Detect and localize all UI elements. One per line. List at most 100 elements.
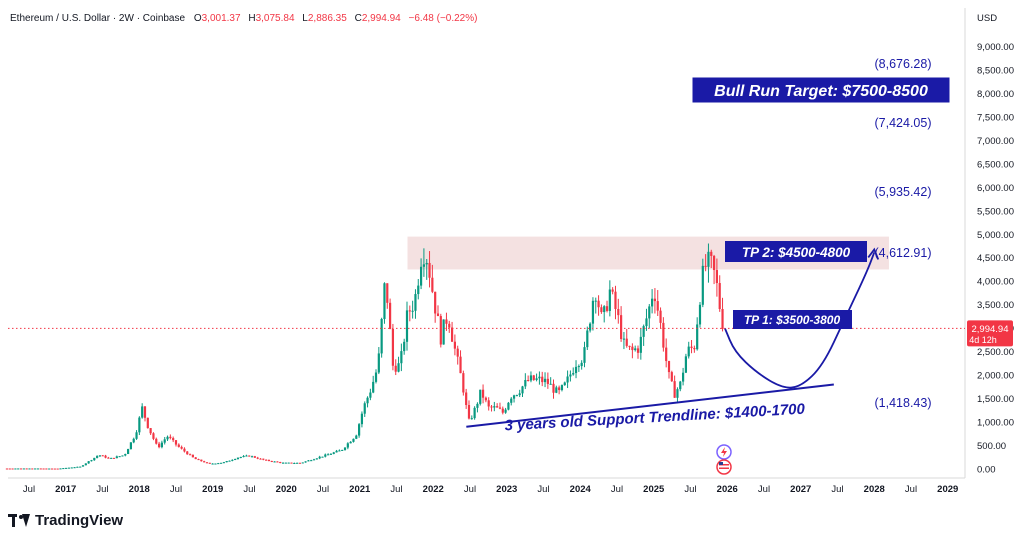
candle-body <box>262 458 265 460</box>
candle-body <box>121 455 124 457</box>
candle-body <box>645 318 648 327</box>
candle-body <box>126 449 130 455</box>
candle-body <box>628 345 631 347</box>
candle-body <box>442 319 445 345</box>
candle-body <box>90 460 93 462</box>
candle-body <box>529 375 533 381</box>
candle-body <box>698 304 702 325</box>
candle-body <box>634 348 637 351</box>
support-trendline <box>466 383 834 428</box>
candle-body <box>366 397 369 404</box>
candle-body <box>419 266 423 286</box>
tradingview-logo-icon <box>8 514 30 527</box>
candle-body <box>374 372 378 382</box>
price-tick-label: 9,000.00 <box>977 42 1014 53</box>
time-tick-label: Jul <box>96 484 108 495</box>
candle-body <box>267 459 271 461</box>
candle-body <box>569 374 572 377</box>
candle-body <box>124 454 127 456</box>
tp2-banner[interactable]: TP 2: $4500-4800 <box>725 241 867 262</box>
last-price-tag: 2,994.94 4d 12h <box>967 320 1013 347</box>
candle-body <box>693 347 696 350</box>
candle-body <box>687 346 690 357</box>
candle-body <box>603 306 606 313</box>
candle-body <box>205 462 209 464</box>
candle-body <box>521 386 524 394</box>
last-price-value: 2,994.94 <box>972 324 1009 335</box>
candle-body <box>228 460 231 462</box>
candle-body <box>84 463 87 466</box>
candle-body <box>566 376 569 383</box>
candle-body <box>5 468 9 470</box>
candle-body <box>574 366 578 374</box>
candle-body <box>631 346 634 351</box>
event-icons[interactable] <box>716 444 732 475</box>
candle-body <box>321 456 324 458</box>
candle-body <box>665 347 668 362</box>
candle-body <box>605 306 609 311</box>
candle-body <box>560 385 564 391</box>
candle-body <box>386 283 389 303</box>
time-tick-label: 2022 <box>423 484 444 495</box>
bull-target-banner[interactable]: Bull Run Target: $7500-8500 <box>691 76 951 104</box>
candle-body <box>281 462 285 464</box>
candle-body <box>112 457 116 459</box>
time-tick-label: 2019 <box>202 484 223 495</box>
candle-body <box>76 466 79 468</box>
tp1-banner[interactable]: TP 1: $3500-3800 <box>733 310 852 329</box>
candle-body <box>17 468 20 470</box>
candle-body <box>200 459 203 462</box>
candle-body <box>324 454 327 457</box>
candle-body <box>411 310 414 312</box>
time-tick-label: Jul <box>684 484 696 495</box>
candle-body <box>155 438 158 444</box>
candle-body <box>208 462 211 464</box>
time-tick-label: Jul <box>537 484 549 495</box>
candle-body <box>67 467 71 469</box>
candle-body <box>620 315 623 340</box>
candle-body <box>507 402 510 410</box>
candle-body <box>245 455 248 457</box>
candle-body <box>465 392 468 405</box>
candle-body <box>608 289 611 311</box>
candle-body <box>552 383 555 393</box>
candle-body <box>318 456 321 459</box>
candle-body <box>481 389 485 398</box>
candle-body <box>715 270 718 284</box>
candle-body <box>346 443 349 448</box>
candle-body <box>383 283 386 320</box>
price-tick-label: 8,000.00 <box>977 89 1014 100</box>
candle-body <box>28 468 31 470</box>
flag-stripe-icon <box>719 464 729 466</box>
price-tick-label: 500.00 <box>977 441 1006 452</box>
candle-body <box>222 462 225 464</box>
candle-body <box>197 459 200 461</box>
candle-body <box>710 251 713 256</box>
candle-body <box>239 456 242 458</box>
candle-body <box>19 468 23 470</box>
candle-body <box>681 372 685 382</box>
candle-body <box>456 348 459 357</box>
price-tick-label: 2,000.00 <box>977 371 1014 382</box>
candle-body <box>234 459 237 461</box>
candle-body <box>580 362 583 367</box>
candle-body <box>265 459 268 461</box>
candle-body <box>87 461 90 464</box>
candle-body <box>622 338 626 340</box>
candle-body <box>211 463 214 465</box>
tradingview-brand[interactable]: TradingView <box>8 512 123 529</box>
candle-body <box>191 454 194 458</box>
time-tick-label: 2017 <box>55 484 76 495</box>
candle-body <box>656 301 659 311</box>
candle-body <box>149 428 152 434</box>
candle-body <box>358 424 361 436</box>
candle-body <box>417 285 420 295</box>
level-note-3: (5,935.42) <box>875 185 932 199</box>
candle-body <box>259 458 262 460</box>
high-value: 3,075.84 <box>256 13 295 24</box>
candle-body <box>667 361 671 373</box>
candle-body <box>279 462 282 464</box>
candle-body <box>152 433 155 439</box>
candle-body <box>414 294 417 311</box>
